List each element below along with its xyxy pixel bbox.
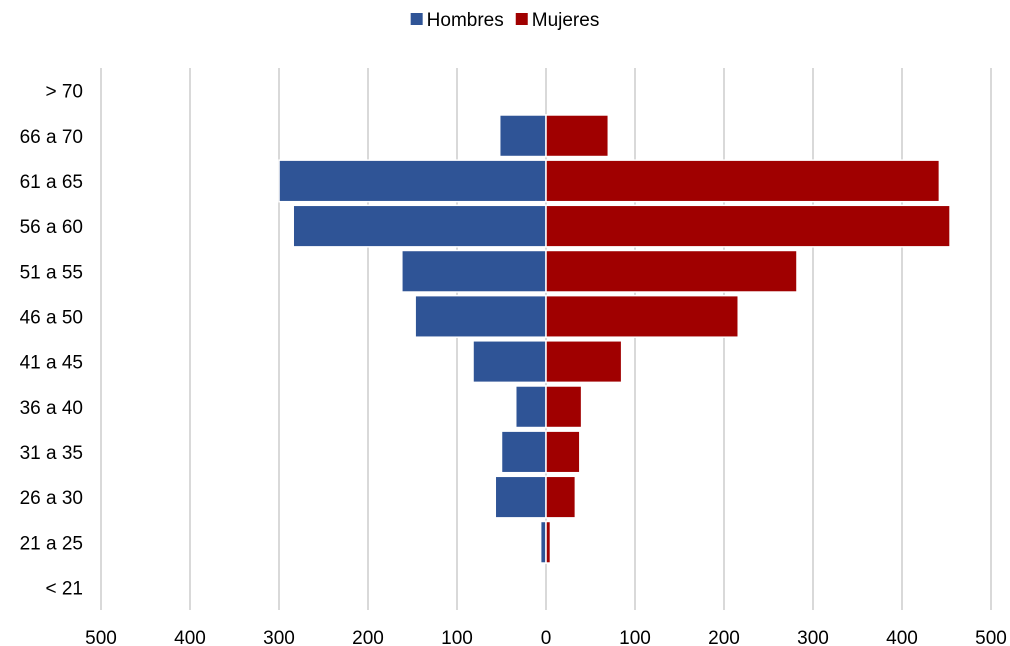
category-label-4: 36 a 40 (20, 398, 83, 419)
bar-right-9 (545, 159, 941, 203)
x-tick-label-7: 200 (708, 628, 740, 646)
bar-left-2 (494, 475, 547, 519)
legend-label-1: Mujeres (532, 10, 600, 31)
bar-left-1 (539, 520, 547, 564)
bar-left-6 (414, 294, 547, 338)
x-tick-label-4: 100 (441, 628, 473, 646)
category-label-10: 66 a 70 (20, 127, 83, 148)
x-tick-label-2: 300 (263, 628, 295, 646)
bar-left-8 (292, 204, 547, 248)
bar-right-10 (545, 114, 610, 158)
bar-right-7 (545, 249, 798, 293)
category-label-3: 31 a 35 (20, 443, 83, 464)
bar-left-5 (472, 340, 547, 384)
category-label-1: 21 a 25 (20, 533, 83, 554)
x-tick-label-3: 200 (352, 628, 384, 646)
bar-left-3 (500, 430, 547, 474)
legend-label-0: Hombres (427, 10, 504, 31)
category-label-6: 46 a 50 (20, 307, 83, 328)
bar-right-1 (545, 520, 552, 564)
bars (278, 114, 951, 564)
bar-right-6 (545, 294, 739, 338)
bar-right-8 (545, 204, 951, 248)
category-label-8: 56 a 60 (20, 217, 83, 238)
x-tick-label-6: 100 (619, 628, 651, 646)
category-label-2: 26 a 30 (20, 488, 83, 509)
x-tick-label-1: 400 (174, 628, 206, 646)
category-label-9: 61 a 65 (20, 172, 83, 193)
x-tick-label-10: 500 (975, 628, 1007, 646)
bar-right-3 (545, 430, 581, 474)
category-labels: < 21 21 a 25 26 a 30 31 a 35 36 a 40 41 a 45 4… (20, 82, 83, 600)
bar-right-2 (545, 475, 577, 519)
legend-swatch-0 (410, 13, 423, 25)
legend: Hombres Mujeres (410, 10, 600, 31)
bar-left-7 (401, 249, 547, 293)
x-tick-label-9: 400 (886, 628, 918, 646)
category-label-0: < 21 (45, 578, 83, 599)
x-tick-label-5: 0 (541, 628, 552, 646)
bar-left-10 (498, 114, 547, 158)
x-tick-label-8: 300 (797, 628, 829, 646)
x-tick-label-0: 500 (85, 628, 117, 646)
category-label-5: 41 a 45 (20, 353, 83, 374)
bar-left-9 (278, 159, 547, 203)
gridlines (100, 68, 992, 610)
bar-right-4 (545, 385, 583, 429)
bar-left-4 (514, 385, 547, 429)
category-label-7: 51 a 55 (20, 262, 83, 283)
x-tick-labels: 500 400 300 200 100 0 100 200 300 400 500 (85, 628, 1007, 646)
category-label-11: > 70 (45, 82, 83, 103)
bar-right-5 (545, 340, 623, 384)
legend-swatch-1 (515, 13, 528, 25)
